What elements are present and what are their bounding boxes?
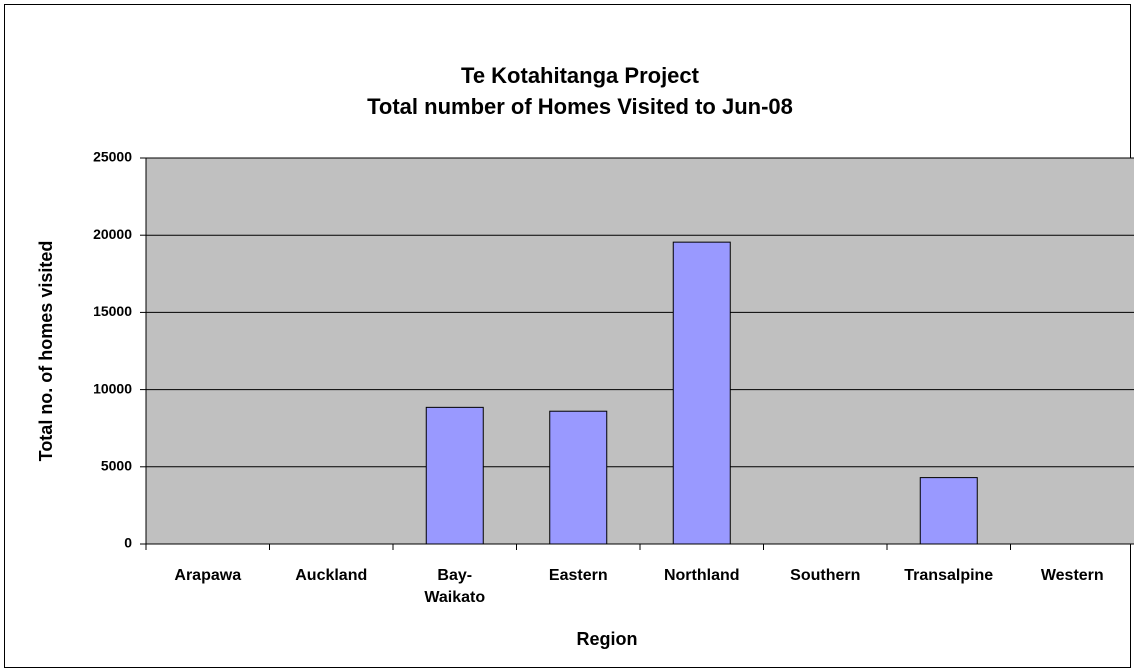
x-tick-label: Auckland [295,567,367,584]
bar [549,410,608,545]
bar [672,241,731,545]
plot-area [146,158,1134,544]
bar [425,406,484,545]
y-tick-label: 20000 [93,226,132,242]
y-tick-label: 15000 [93,303,132,319]
x-tick-label: Northland [664,567,740,584]
y-tick-label: 10000 [93,380,132,396]
x-tick-label: Southern [790,567,860,584]
y-tick-label: 5000 [101,458,132,474]
bar [919,477,978,545]
x-tick-label: Transalpine [904,567,993,584]
y-axis-label: Total no. of homes visited [36,241,56,462]
x-axis-label: Region [577,629,638,649]
chart-subtitle: Total number of Homes Visited to Jun-08 [367,94,793,119]
y-tick-label: 25000 [93,149,132,165]
y-tick-label: 0 [124,535,132,551]
x-tick-label: Bay-Waikato [424,567,485,606]
x-tick-label: Eastern [549,567,608,584]
chart-title: Te Kotahitanga Project [461,63,700,88]
x-tick-label: Arapawa [174,567,241,584]
x-tick-label: Western [1041,567,1104,584]
